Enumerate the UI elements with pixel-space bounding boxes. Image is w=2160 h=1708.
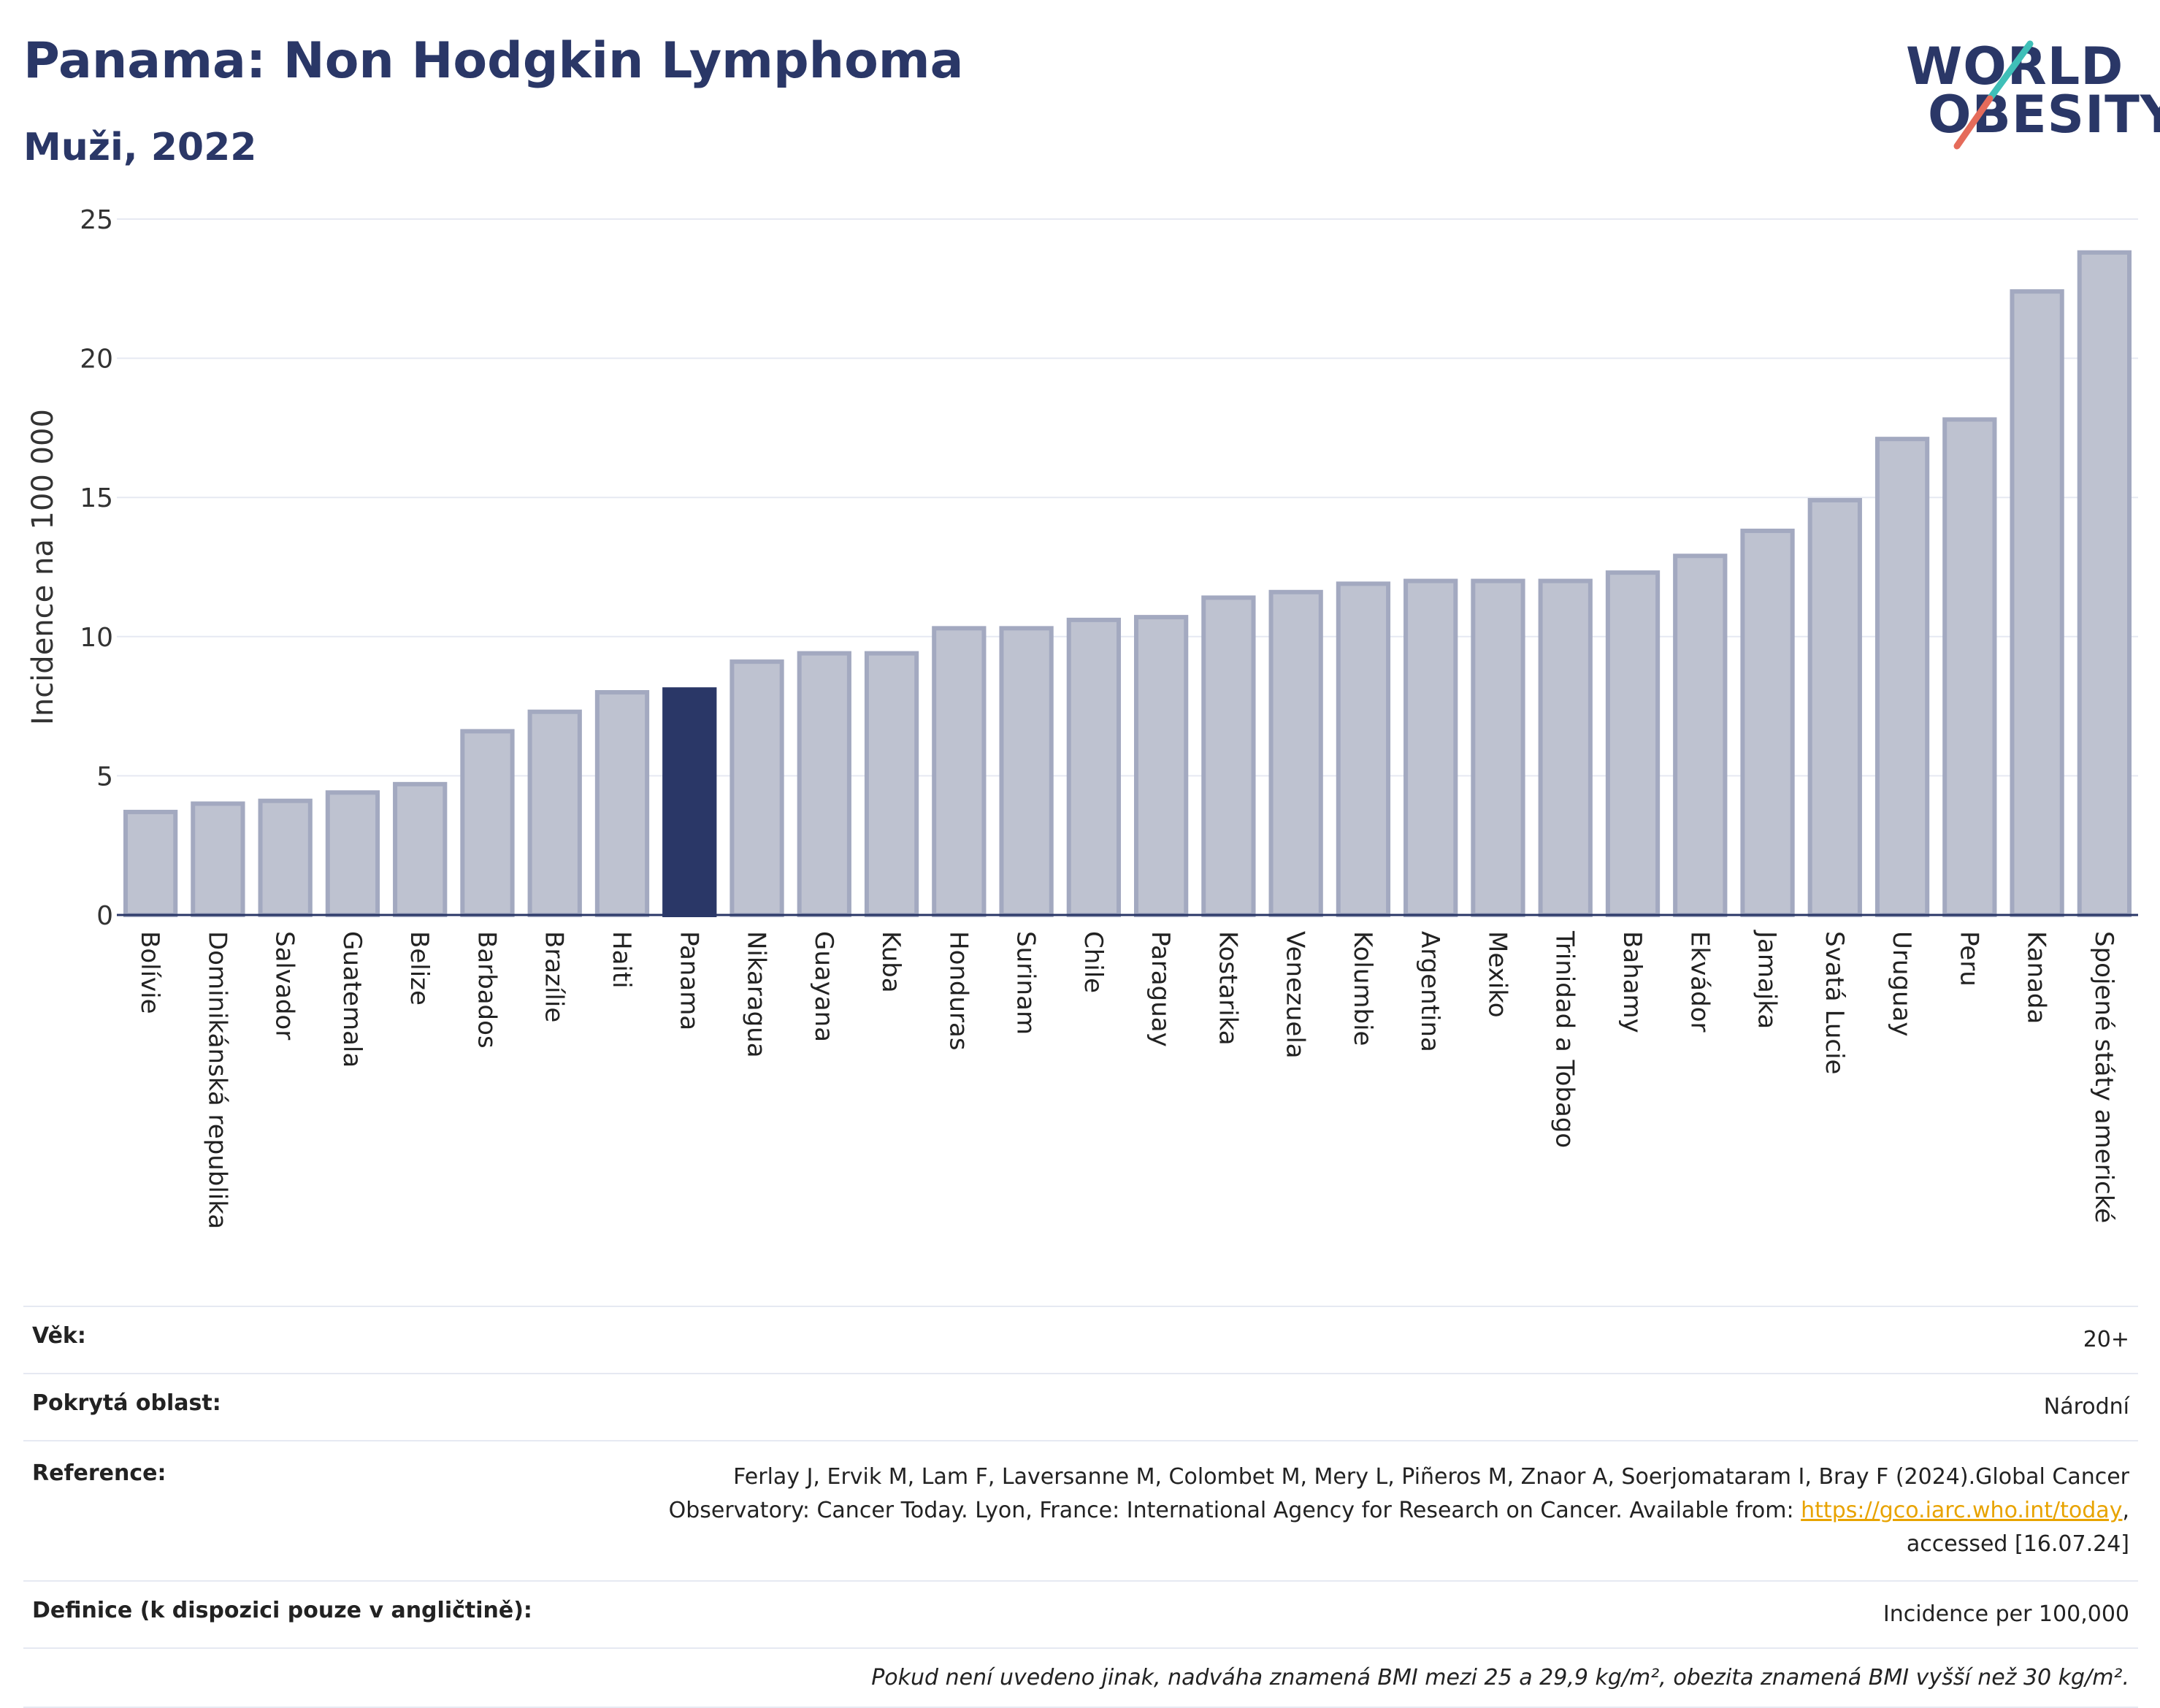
- reference-link[interactable]: https://gco.iarc.who.int/today: [1801, 1498, 2123, 1523]
- y-tick-label: 0: [96, 901, 113, 931]
- info-row-definition: Definice (k dispozici pouze v angličtině…: [23, 1580, 2138, 1647]
- bar: [864, 651, 919, 917]
- world-obesity-logo: WORLD OBESITY: [1906, 37, 2160, 161]
- info-table: Věk: 20+ Pokrytá oblast: Národní Referen…: [23, 1306, 2138, 1708]
- x-tick-label: Kolumbie: [1348, 931, 1377, 1046]
- bar: [1336, 581, 1391, 917]
- coverage-value: Národní: [2043, 1394, 2129, 1420]
- x-tick-label: Panama: [674, 931, 703, 1030]
- bar: [1605, 570, 1661, 918]
- x-tick-label: Spojené státy americké: [2089, 931, 2118, 1223]
- x-tick-label: Ekvádor: [1685, 931, 1714, 1033]
- reference-label: Reference:: [32, 1460, 166, 1486]
- bar: [2010, 289, 2064, 917]
- x-tick-label: Dominikánská republika: [202, 931, 231, 1229]
- y-tick-label: 25: [80, 205, 113, 235]
- x-tick-label: Haiti: [607, 931, 636, 989]
- x-tick-label: Venezuela: [1281, 931, 1310, 1059]
- info-row-note: Pokud není uvedeno jinak, nadváha znamen…: [23, 1647, 2138, 1708]
- bar-highlight: [662, 687, 717, 918]
- bar: [594, 690, 650, 917]
- x-tick-label: Bahamy: [1617, 931, 1647, 1033]
- bar: [1403, 578, 1458, 917]
- x-tick-label: Guatemala: [337, 931, 367, 1068]
- bar: [1201, 595, 1256, 917]
- x-tick-label: Mexiko: [1482, 931, 1512, 1018]
- bar: [191, 801, 245, 918]
- bar: [2077, 250, 2132, 917]
- x-tick-label: Argentina: [1415, 931, 1444, 1052]
- bar: [1807, 498, 1862, 917]
- definition-label: Definice (k dispozici pouze v angličtině…: [32, 1598, 532, 1623]
- x-tick-label: Barbados: [472, 931, 501, 1049]
- x-tick-label: Bolívie: [135, 931, 164, 1014]
- bar: [1874, 437, 1930, 917]
- x-tick-label: Belize: [405, 931, 434, 1006]
- y-tick-label: 20: [80, 345, 113, 375]
- x-tick-label: Svatá Lucie: [1820, 931, 1849, 1074]
- bar: [393, 781, 448, 917]
- bar: [1942, 417, 1997, 917]
- bar: [797, 651, 851, 917]
- y-tick-label: 15: [80, 483, 113, 513]
- bar: [460, 729, 515, 918]
- reference-text-2: Observatory: Cancer Today. Lyon, France:…: [668, 1498, 1801, 1523]
- bar: [932, 626, 987, 917]
- x-tick-label: Salvador: [270, 931, 299, 1040]
- x-tick-label: Paraguay: [1146, 931, 1175, 1047]
- chart-title: Panama: Non Hodgkin Lymphoma: [23, 32, 964, 90]
- reference-value: Ferlay J, Ervik M, Lam F, Laversanne M, …: [669, 1460, 2129, 1561]
- info-row-age: Věk: 20+: [23, 1306, 2138, 1373]
- bar: [1133, 615, 1189, 918]
- bar: [729, 659, 784, 917]
- x-tick-label: Kuba: [876, 931, 905, 993]
- bar: [1538, 578, 1593, 917]
- x-tick-label: Honduras: [943, 931, 973, 1051]
- x-tick-label: Uruguay: [1887, 931, 1916, 1037]
- age-label: Věk:: [32, 1323, 86, 1349]
- bar: [123, 809, 178, 917]
- bar: [1268, 589, 1323, 917]
- x-tick-label: Brazílie: [540, 931, 569, 1022]
- reference-text-1: Ferlay J, Ervik M, Lam F, Laversanne M, …: [733, 1464, 2129, 1490]
- bar: [258, 798, 313, 918]
- bar: [325, 790, 380, 917]
- bar: [1740, 528, 1795, 918]
- logo-slash-icon: [1953, 40, 2034, 150]
- x-tick-label: Trinidad a Tobago: [1550, 930, 1579, 1148]
- x-tick-label: Kostarika: [1213, 931, 1242, 1046]
- bar: [1471, 578, 1525, 917]
- x-tick-label: Chile: [1079, 931, 1108, 993]
- y-tick-label: 10: [80, 623, 113, 653]
- bar: [1673, 554, 1728, 917]
- bar: [527, 709, 582, 917]
- info-row-reference: Reference: Ferlay J, Ervik M, Lam F, Lav…: [23, 1440, 2138, 1580]
- x-tick-label: Jamajka: [1753, 930, 1782, 1029]
- x-tick-label: Peru: [1954, 931, 1983, 987]
- reference-text-4: accessed [16.07.24]: [1906, 1531, 2129, 1557]
- reference-text-3: ,: [2122, 1498, 2129, 1523]
- bar-chart: 0 5 10 15 20 25 Incidence na 100 000 Bolívie Dom…: [26, 205, 2138, 1229]
- bmi-note: Pokud není uvedeno jinak, nadváha znamen…: [871, 1665, 2129, 1690]
- bar: [999, 626, 1054, 917]
- age-value: 20+: [2083, 1327, 2129, 1352]
- chart-subtitle: Muži, 2022: [23, 126, 257, 169]
- x-tick-label: Surinam: [1011, 931, 1041, 1035]
- info-row-coverage: Pokrytá oblast: Národní: [23, 1373, 2138, 1440]
- y-axis-label: Incidence na 100 000: [26, 409, 60, 725]
- definition-value: Incidence per 100,000: [1883, 1601, 2129, 1627]
- x-tick-label: Kanada: [2022, 931, 2051, 1024]
- y-tick-label: 5: [96, 762, 113, 792]
- x-tick-label: Nikaragua: [742, 931, 771, 1058]
- coverage-label: Pokrytá oblast:: [32, 1390, 221, 1416]
- bar: [1066, 617, 1122, 917]
- x-tick-label: Guayana: [809, 931, 838, 1042]
